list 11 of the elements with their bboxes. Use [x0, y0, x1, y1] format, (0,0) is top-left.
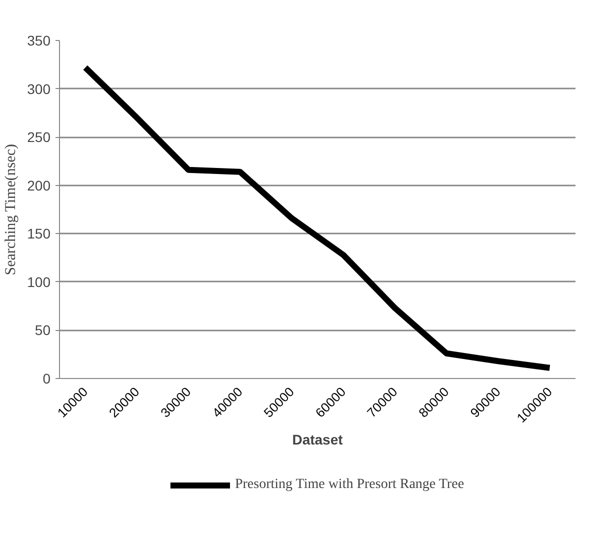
y-tick-label: 250 [27, 129, 51, 146]
y-tick-label: 0 [42, 370, 51, 386]
y-tick-label: 200 [27, 177, 51, 194]
y-tick-label: 150 [27, 226, 51, 242]
y-tick-label: 50 [34, 322, 51, 338]
y-tick-label: 100 [27, 274, 51, 290]
x-axis-title: Dataset [292, 432, 344, 448]
y-tick-label: 300 [27, 80, 51, 97]
y-tick-label: 350 [27, 32, 51, 48]
y-axis-title: Searching Time(nsec) [3, 144, 20, 276]
legend-label: Presorting Time with Presort Range Tree [234, 477, 464, 493]
